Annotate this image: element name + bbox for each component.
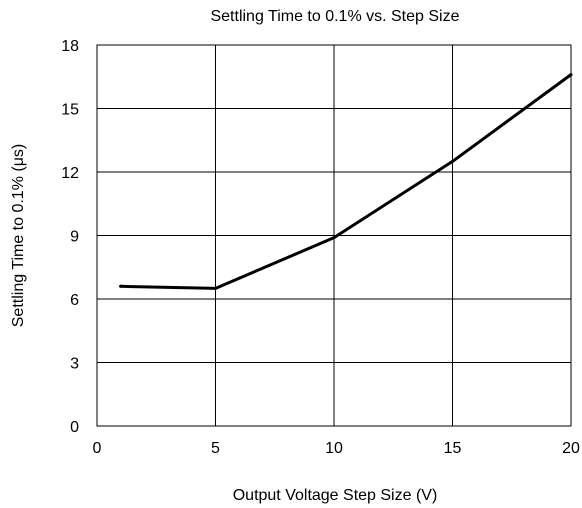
y-tick-label: 0: [70, 419, 79, 436]
data-point: [332, 236, 336, 240]
y-tick-label: 15: [61, 102, 79, 119]
data-points: [119, 73, 573, 290]
x-tick-labels: 0 5 10 15 20: [93, 440, 580, 457]
y-axis-label: Settling Time to 0.1% (μs): [10, 144, 27, 328]
chart-title: Settling Time to 0.1% vs. Step Size: [210, 8, 459, 25]
plot-frame: [96, 44, 572, 427]
x-tick-label: 10: [325, 440, 343, 457]
x-tick-label: 15: [444, 440, 462, 457]
y-tick-labels: 0 3 6 9 12 15 18: [61, 38, 79, 436]
grid: [96, 44, 572, 427]
x-tick-label: 5: [211, 440, 220, 457]
data-point: [451, 159, 454, 163]
x-tick-label: 0: [93, 440, 102, 457]
y-tick-label: 18: [61, 38, 79, 55]
x-tick-label: 20: [562, 440, 580, 457]
data-point: [569, 73, 573, 77]
series-line: [119, 73, 573, 290]
y-tick-label: 12: [61, 165, 79, 182]
data-point: [119, 284, 123, 288]
y-tick-label: 6: [70, 292, 79, 309]
y-tick-label: 9: [70, 229, 79, 246]
data-point: [214, 286, 217, 290]
x-axis-label: Output Voltage Step Size (V): [233, 487, 438, 504]
y-tick-label: 3: [70, 356, 79, 373]
